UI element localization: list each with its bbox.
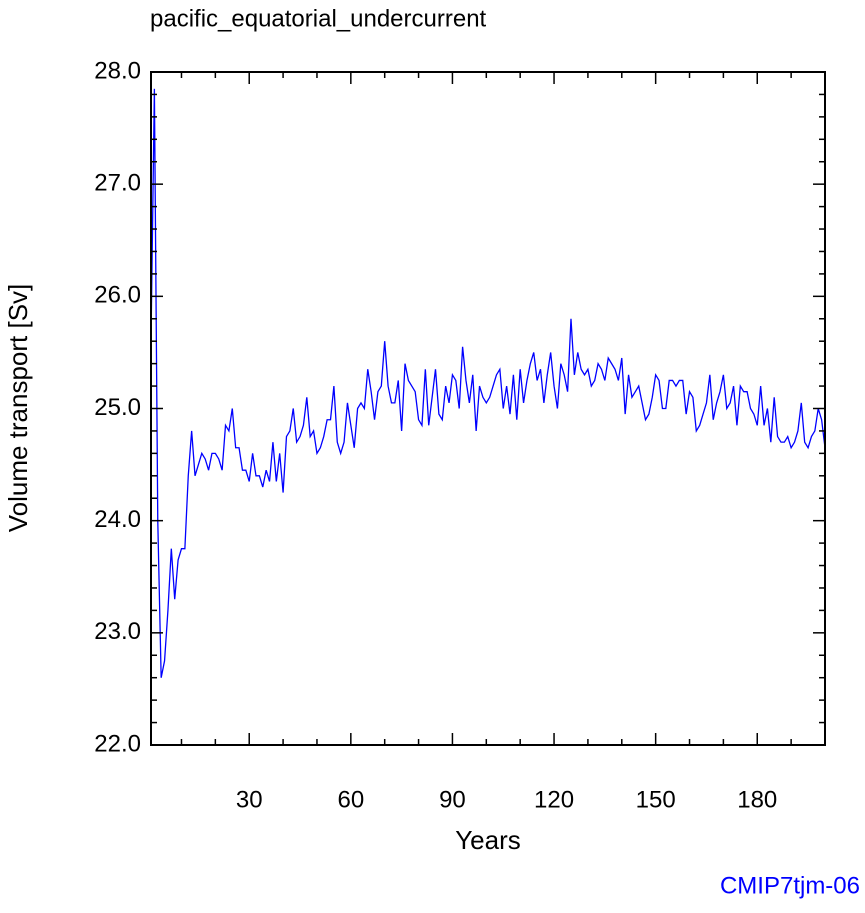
x-tick-label: 150 (636, 786, 676, 813)
y-tick-label: 22.0 (94, 730, 141, 757)
x-tick-label: 30 (236, 786, 263, 813)
y-tick-label: 24.0 (94, 506, 141, 533)
y-tick-label: 27.0 (94, 170, 141, 197)
data-line (150, 88, 826, 678)
plot-frame (150, 71, 826, 746)
x-tick-label: 180 (737, 786, 777, 813)
subtitle: CMIP7tjm-06 (720, 872, 860, 899)
y-tick-label: 26.0 (94, 282, 141, 309)
x-tick-label: 60 (337, 786, 364, 813)
y-tick-label: 25.0 (94, 394, 141, 421)
x-tick-label: 90 (439, 786, 466, 813)
chart-title: pacific_equatorial_undercurrent (150, 5, 487, 32)
y-tick-label: 28.0 (94, 57, 141, 84)
x-axis-label: Years (455, 825, 521, 855)
x-tick-label: 120 (534, 786, 574, 813)
y-tick-label: 23.0 (94, 618, 141, 645)
y-axis-label: Volume transport [Sv] (3, 284, 33, 533)
